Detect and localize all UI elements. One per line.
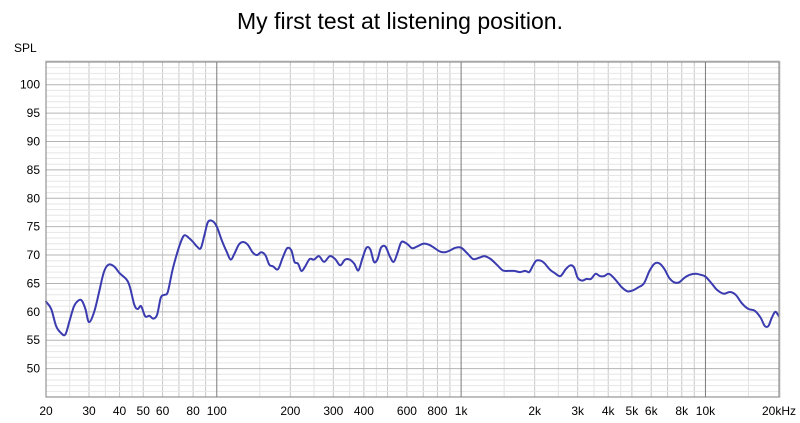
- x-tick-label: 20kHz: [762, 404, 796, 418]
- x-tick-label: 30: [82, 404, 96, 418]
- y-tick-label: 70: [27, 248, 41, 262]
- y-tick-label: 80: [27, 191, 41, 205]
- y-tick-label: 90: [27, 134, 41, 148]
- y-tick-label: 85: [27, 163, 41, 177]
- x-tick-label: 10k: [696, 404, 716, 418]
- x-tick-label: 100: [207, 404, 227, 418]
- x-tick-label: 300: [323, 404, 343, 418]
- x-tick-label: 2k: [528, 404, 542, 418]
- x-tick-label: 60: [156, 404, 170, 418]
- x-tick-label: 400: [354, 404, 374, 418]
- y-tick-label: 55: [27, 333, 41, 347]
- series-line-0: [45, 219, 780, 337]
- x-tick-label: 50: [137, 404, 151, 418]
- y-tick-label: 65: [27, 276, 41, 290]
- x-tick-label: 800: [427, 404, 447, 418]
- x-tick-label: 3k: [571, 404, 585, 418]
- x-tick-label: 80: [186, 404, 200, 418]
- x-tick-label: 5k: [626, 404, 640, 418]
- x-tick-label: 6k: [645, 404, 659, 418]
- y-tick-label: 50: [27, 362, 41, 376]
- x-tick-label: 200: [280, 404, 300, 418]
- x-tick-label: 4k: [602, 404, 616, 418]
- x-tick-label: 20: [39, 404, 53, 418]
- y-tick-label: 95: [27, 106, 41, 120]
- plot-area: [46, 62, 779, 397]
- y-axis-label: SPL: [14, 41, 37, 55]
- chart-title: My first test at listening position.: [237, 8, 563, 34]
- y-tick-label: 60: [27, 305, 41, 319]
- x-tick-label: 600: [397, 404, 417, 418]
- plot-frame: [45, 61, 780, 398]
- y-tick-label: 100: [20, 78, 40, 92]
- x-tick-label: 40: [113, 404, 127, 418]
- x-tick-label: 1k: [455, 404, 469, 418]
- x-tick-label: 8k: [675, 404, 689, 418]
- y-tick-label: 75: [27, 220, 41, 234]
